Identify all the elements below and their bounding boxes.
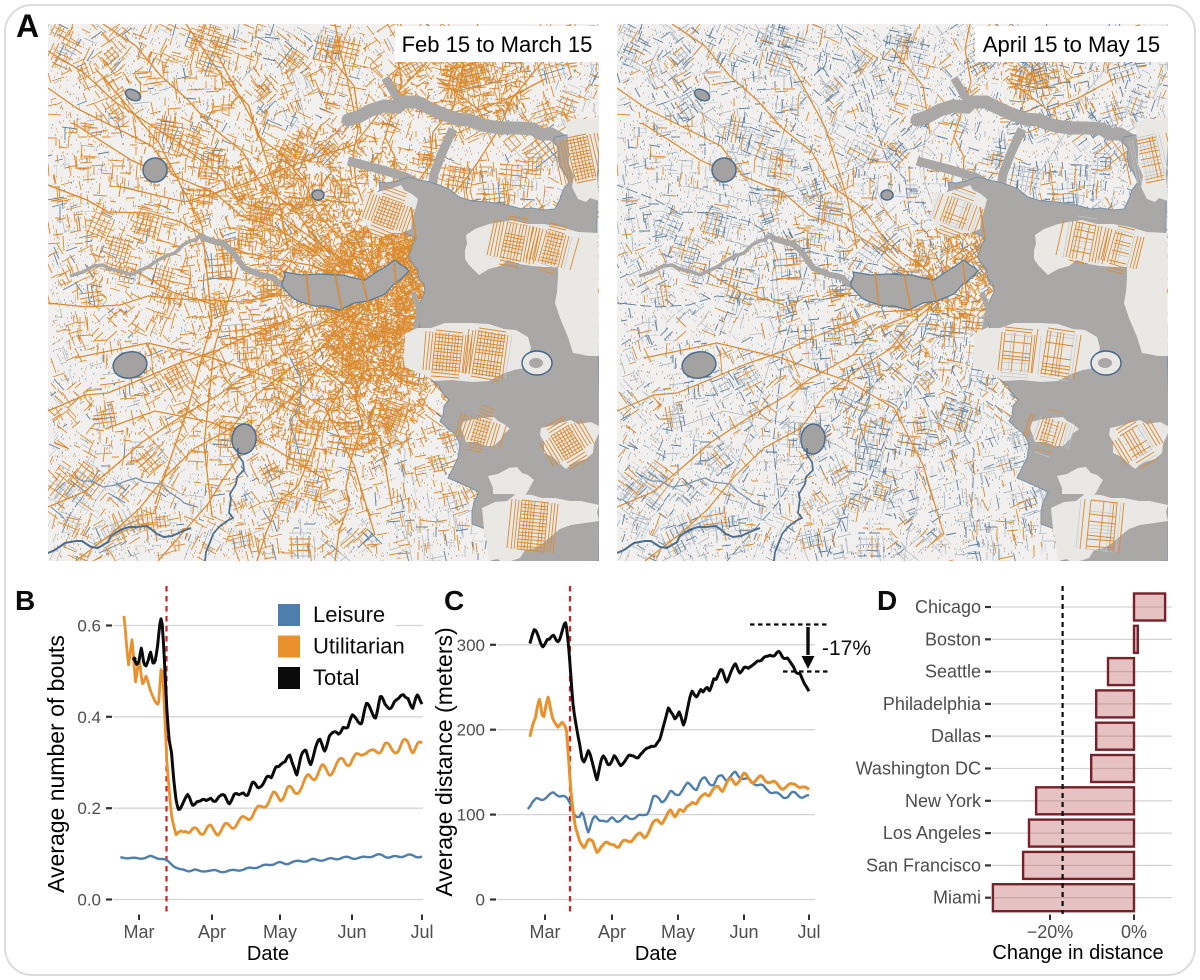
svg-text:Mar: Mar — [530, 922, 561, 942]
svg-text:Seattle: Seattle — [925, 662, 981, 682]
svg-text:Total: Total — [313, 665, 359, 690]
svg-text:Mar: Mar — [124, 922, 155, 942]
svg-text:0.4: 0.4 — [77, 708, 101, 727]
svg-text:Philadelphia: Philadelphia — [883, 694, 982, 714]
svg-text:0.2: 0.2 — [77, 799, 101, 818]
svg-text:Jul: Jul — [410, 922, 433, 942]
svg-text:Feb 15 to March 15: Feb 15 to March 15 — [402, 32, 593, 57]
svg-text:0.6: 0.6 — [77, 617, 101, 636]
svg-text:April 15 to May 15: April 15 to May 15 — [983, 32, 1160, 57]
svg-text:Los Angeles: Los Angeles — [883, 823, 981, 843]
svg-text:Jun: Jun — [337, 922, 366, 942]
svg-text:Miami: Miami — [933, 888, 981, 908]
svg-text:Chicago: Chicago — [915, 597, 981, 617]
svg-text:0.0: 0.0 — [77, 891, 101, 910]
svg-text:Apr: Apr — [198, 922, 226, 942]
svg-text:Average distance (meters): Average distance (meters) — [431, 627, 457, 896]
svg-text:May: May — [661, 922, 695, 942]
svg-text:Jul: Jul — [797, 922, 820, 942]
svg-text:0%: 0% — [1121, 922, 1147, 942]
svg-text:San Francisco: San Francisco — [866, 855, 981, 875]
svg-text:May: May — [263, 922, 297, 942]
svg-text:New York: New York — [905, 791, 982, 811]
svg-text:Date: Date — [635, 943, 677, 965]
svg-text:100: 100 — [457, 806, 485, 825]
svg-text:Washington DC: Washington DC — [856, 759, 981, 779]
svg-text:200: 200 — [457, 721, 485, 740]
svg-text:-17%: -17% — [822, 637, 871, 660]
svg-text:Dallas: Dallas — [931, 726, 981, 746]
svg-text:Change in distance: Change in distance — [992, 942, 1163, 964]
svg-text:300: 300 — [457, 636, 485, 655]
svg-text:Boston: Boston — [925, 629, 981, 649]
svg-text:Jun: Jun — [729, 922, 758, 942]
svg-text:Leisure: Leisure — [313, 602, 385, 627]
svg-text:Utilitarian: Utilitarian — [313, 634, 405, 659]
svg-text:0: 0 — [476, 891, 485, 910]
svg-text:−20%: −20% — [1027, 922, 1074, 942]
svg-text:Apr: Apr — [598, 922, 626, 942]
svg-text:Average number of bouts: Average number of bouts — [43, 635, 69, 893]
svg-text:Date: Date — [247, 943, 289, 965]
